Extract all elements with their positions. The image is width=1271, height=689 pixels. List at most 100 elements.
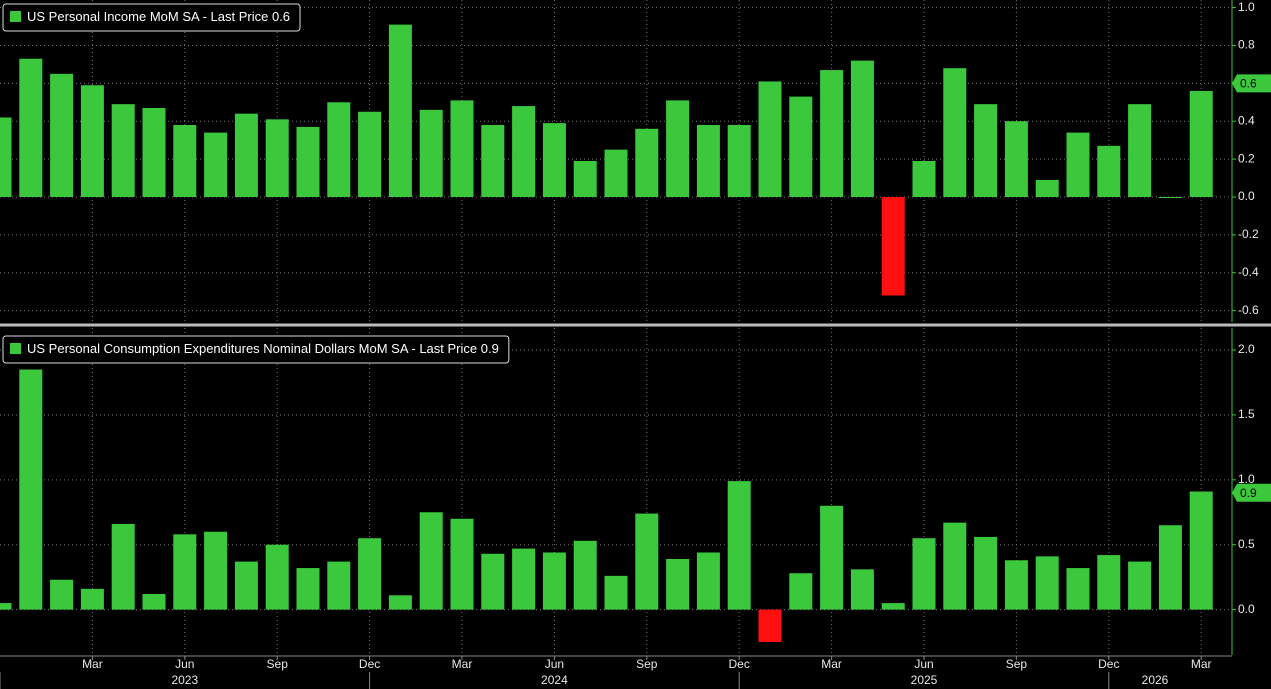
y-tick-label: 1.0 (1238, 0, 1255, 14)
x-tick-label: Mar (452, 657, 473, 671)
bar (358, 538, 382, 610)
bar (1189, 90, 1213, 197)
y-tick-label: 0.8 (1238, 38, 1255, 52)
bar (789, 96, 813, 197)
bar (1158, 525, 1182, 610)
bar (450, 518, 474, 610)
bar (388, 24, 412, 197)
y-tick-label: 0.2 (1238, 151, 1255, 165)
bar (327, 102, 351, 197)
x-tick-label: Sep (267, 657, 289, 671)
legend-title: US Personal Consumption Expenditures Nom… (27, 341, 477, 356)
y-tick-label: -0.2 (1238, 227, 1259, 241)
bar (542, 123, 566, 197)
year-label: 2024 (541, 673, 568, 687)
bar (173, 125, 197, 197)
bar (850, 60, 874, 197)
bar (943, 68, 967, 197)
bar (481, 125, 505, 197)
x-tick-label: Mar (82, 657, 103, 671)
bar (358, 111, 382, 197)
y-tick-label: 1.0 (1238, 472, 1255, 486)
bar (296, 568, 320, 610)
year-label: 2023 (171, 673, 198, 687)
bar (265, 119, 289, 197)
last-price-label: 0.9 (1240, 486, 1257, 500)
bar (1128, 104, 1152, 197)
y-tick-label: 0.0 (1238, 189, 1255, 203)
year-label: 2025 (911, 673, 938, 687)
bar (696, 125, 720, 197)
bar (0, 603, 12, 610)
bar (1004, 121, 1028, 197)
y-tick-label: 1.5 (1238, 407, 1255, 421)
y-tick-label: 0.0 (1238, 602, 1255, 616)
bar (974, 104, 998, 197)
x-tick-label: Dec (729, 657, 750, 671)
x-tick-label: Dec (1098, 657, 1119, 671)
bar (604, 149, 628, 197)
bar (974, 536, 998, 610)
bar (727, 481, 751, 610)
y-tick-label: 0.4 (1238, 113, 1255, 127)
bar (481, 553, 505, 610)
x-tick-label: Sep (1006, 657, 1028, 671)
bar (573, 161, 597, 197)
bar (388, 595, 412, 610)
legend-box (2, 3, 301, 32)
bar (1097, 555, 1121, 610)
bar (1035, 179, 1059, 197)
bar (943, 522, 967, 610)
bar (50, 579, 74, 610)
bar (666, 100, 690, 197)
bar (1004, 560, 1028, 610)
y-tick-label: -0.6 (1238, 303, 1259, 317)
bar (512, 548, 536, 610)
bar (850, 569, 874, 610)
bar (727, 125, 751, 197)
bar (19, 369, 43, 610)
bar (111, 104, 135, 197)
year-label: 2026 (1142, 673, 1169, 687)
bar (0, 117, 12, 197)
legend-last-price: 0.6 (272, 9, 290, 24)
bar (666, 558, 690, 610)
x-tick-label: Mar (821, 657, 842, 671)
bar (573, 540, 597, 610)
bar (234, 561, 258, 610)
bar (265, 544, 289, 610)
legend-text: US Personal Income MoM SA - Last Price 0… (27, 9, 290, 24)
legend-title: US Personal Income MoM SA - Last Price (27, 9, 268, 24)
legend-last-price: 0.9 (481, 341, 499, 356)
bar (881, 196, 905, 296)
bar (50, 73, 74, 197)
bar (142, 594, 166, 610)
bar (142, 107, 166, 197)
bar (696, 552, 720, 610)
bar (912, 161, 936, 197)
bar (1189, 491, 1213, 610)
bar (80, 588, 104, 610)
bar (820, 70, 844, 197)
y-tick-label: 2.0 (1238, 342, 1255, 356)
x-tick-label: Jun (175, 657, 194, 671)
bar (450, 100, 474, 197)
last-price-label: 0.6 (1240, 77, 1257, 91)
x-tick-label: Jun (914, 657, 933, 671)
bar (1097, 145, 1121, 197)
bar (419, 512, 443, 610)
bar (111, 523, 135, 610)
bar (820, 505, 844, 610)
legend-box (2, 335, 510, 364)
bar (1158, 196, 1182, 198)
x-tick-label: Mar (1191, 657, 1212, 671)
y-tick-label: -0.4 (1238, 265, 1259, 279)
x-tick-label: Sep (636, 657, 658, 671)
bar (542, 552, 566, 610)
bar (296, 126, 320, 197)
bar (173, 534, 197, 610)
bar (1066, 568, 1090, 610)
bar (234, 113, 258, 197)
bar (327, 561, 351, 610)
